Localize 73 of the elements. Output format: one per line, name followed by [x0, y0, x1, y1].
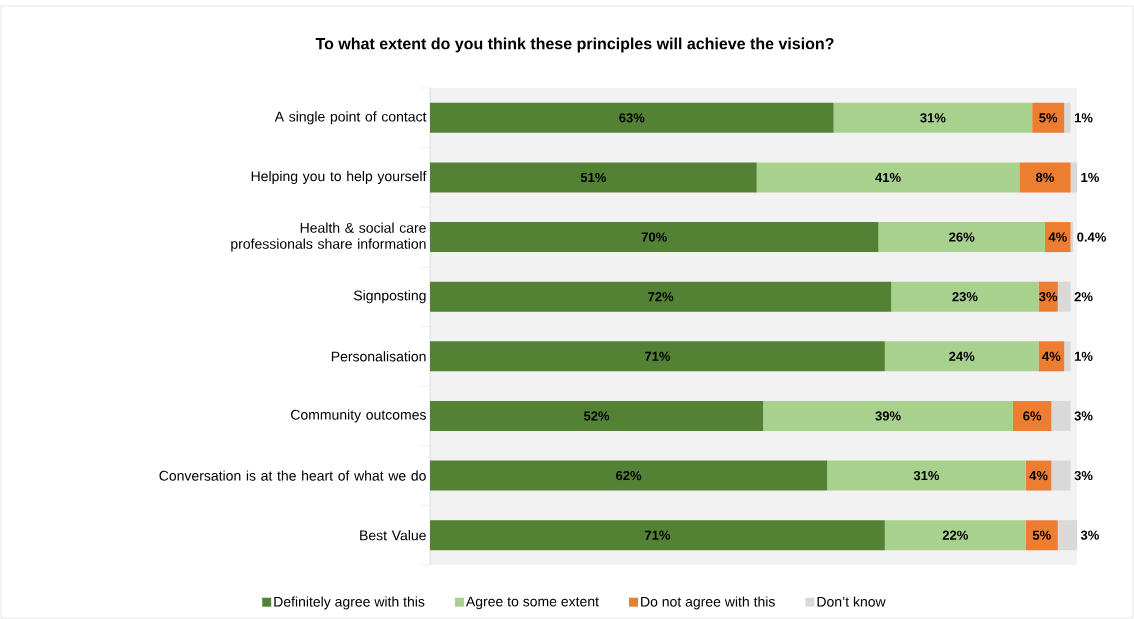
- bar: [756, 162, 1020, 193]
- data-label: 70%: [641, 232, 667, 242]
- y-tick-label: Signposting: [353, 290, 426, 304]
- data-label: 5%: [1032, 530, 1051, 540]
- data-label: 23%: [952, 292, 978, 302]
- bar: [1057, 281, 1071, 312]
- data-label: 3%: [1074, 411, 1093, 421]
- legend-label: Do not agree with this: [641, 596, 775, 610]
- data-label: 22%: [942, 530, 968, 540]
- data-label: 52%: [583, 411, 610, 421]
- data-label: 51%: [580, 172, 607, 183]
- bar: [878, 222, 1045, 253]
- bar: [430, 520, 885, 551]
- bar: [1051, 400, 1071, 431]
- data-label: 71%: [644, 351, 671, 361]
- y-tick-label: Conversation is at the heart of what we do: [159, 470, 426, 481]
- data-label: 41%: [875, 172, 901, 183]
- data-label: 3%: [1074, 470, 1093, 481]
- bar: [1051, 460, 1071, 491]
- data-label: 4%: [1029, 470, 1048, 481]
- bar: [1032, 102, 1065, 133]
- y-tick-label: Best Value: [360, 530, 426, 541]
- bar: [430, 162, 757, 193]
- bar: [430, 222, 879, 253]
- bar: [430, 341, 885, 372]
- data-label: 1%: [1081, 172, 1099, 183]
- bar: [1057, 520, 1078, 551]
- y-tick-label: Helping you to help yourself: [251, 170, 427, 184]
- bar: [1025, 520, 1058, 551]
- y-tick-label: Community outcomes: [291, 409, 426, 423]
- bar: [1064, 102, 1071, 133]
- data-label: 6%: [1023, 411, 1042, 421]
- legend-label: Definitely agree with this: [274, 596, 425, 610]
- data-label: 8%: [1036, 172, 1055, 183]
- bar: [884, 341, 1039, 372]
- bar: [1044, 222, 1071, 253]
- bar: [430, 102, 834, 133]
- data-label: 1%: [1074, 113, 1093, 123]
- legend-label: Agree to some extent: [465, 596, 599, 610]
- data-label: 31%: [920, 113, 946, 123]
- data-label: 1%: [1074, 351, 1093, 361]
- bar: [1019, 162, 1071, 193]
- data-label: 2%: [1074, 292, 1093, 302]
- y-tick-label: Health & social care professionals share information: [231, 222, 426, 252]
- chart-title: To what extent do you think these principles will achieve the vision?: [315, 37, 834, 53]
- bar: [763, 400, 1013, 431]
- data-label: 26%: [949, 232, 975, 242]
- bar: [1070, 162, 1078, 193]
- data-label: 31%: [913, 470, 940, 481]
- bar: [827, 460, 1026, 491]
- y-tick-label: Personalisation: [331, 351, 426, 362]
- bar: [833, 102, 1033, 133]
- bar: [430, 400, 764, 431]
- bar: [1064, 341, 1071, 372]
- data-label: 24%: [949, 351, 975, 361]
- bar: [1012, 400, 1052, 431]
- data-label: 4%: [1048, 232, 1067, 242]
- legend-label: Don’t know: [817, 596, 886, 607]
- bar: [884, 520, 1026, 551]
- data-label: 3%: [1080, 530, 1099, 540]
- data-label: 5%: [1039, 113, 1058, 123]
- bar: [430, 281, 892, 312]
- bar: [430, 460, 828, 491]
- y-tick-label: A single point of contact: [274, 111, 427, 125]
- data-label: 0.4%: [1077, 232, 1106, 242]
- data-label: 39%: [875, 411, 901, 421]
- data-label: 3%: [1039, 292, 1058, 302]
- data-label: 62%: [616, 470, 642, 481]
- bar: [891, 281, 1039, 312]
- data-label: 72%: [648, 292, 674, 302]
- data-label: 4%: [1042, 351, 1061, 361]
- data-label: 63%: [619, 113, 645, 123]
- data-label: 71%: [644, 530, 671, 540]
